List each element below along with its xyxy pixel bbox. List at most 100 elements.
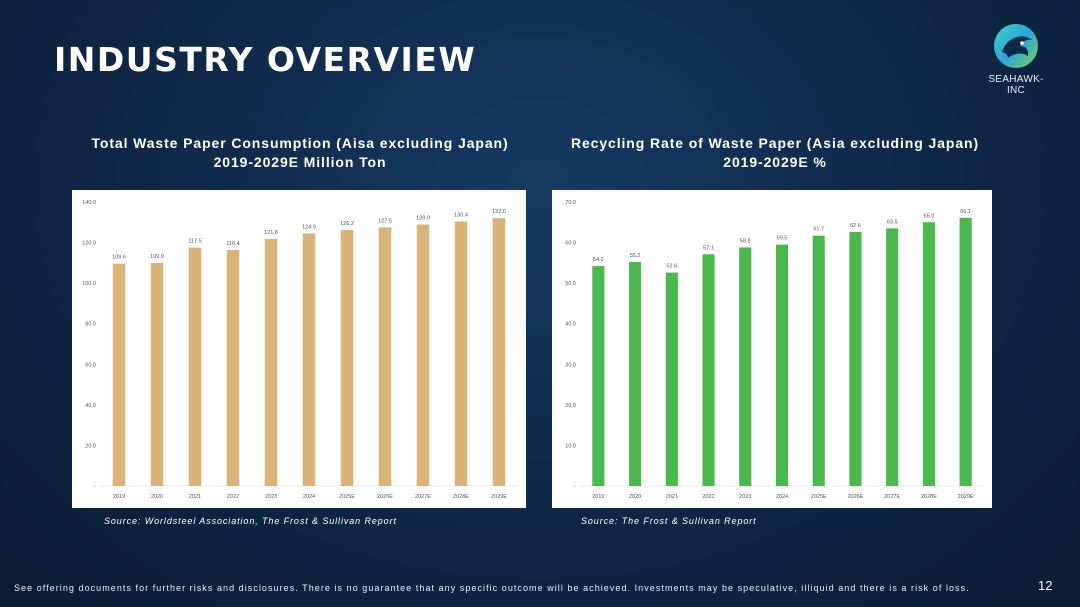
chart1-data-label: 126.2: [340, 221, 354, 227]
chart2-y-tick-label: 30.0: [565, 362, 576, 368]
chart1-bar: [112, 263, 126, 486]
chart2-bar: [739, 247, 752, 486]
chart2-y-tick-label: 70.0: [565, 200, 576, 206]
chart1-data-label: 116.4: [226, 241, 239, 247]
chart2-bar: [629, 262, 642, 486]
chart1-bar: [188, 247, 202, 486]
chart1-x-tick-label: 2029E: [491, 494, 507, 500]
chart1-bar: [416, 224, 430, 486]
chart1-y-tick-label: 40.0: [85, 403, 96, 409]
chart2-data-label: 66.1: [960, 209, 971, 215]
chart2-data-label: 65.0: [924, 213, 935, 219]
chart1-data-label: 121.8: [264, 230, 278, 236]
chart2-data-label: 52.6: [666, 264, 677, 270]
chart1-y-tick-label: 20.0: [85, 443, 96, 449]
chart1-bar: [492, 218, 506, 486]
hawk-head-icon: [994, 24, 1038, 68]
chart1-title: Total Waste Paper Consumption (Aisa excl…: [60, 134, 540, 172]
chart2-bar: [702, 254, 715, 486]
chart2-x-tick-label: 2024: [776, 494, 788, 500]
chart1-x-tick-label: 2025E: [339, 494, 355, 500]
chart1-x-tick-label: 2024: [303, 494, 315, 500]
chart1-x-tick-label: 2027E: [415, 494, 431, 500]
chart2-bar: [959, 217, 972, 486]
chart2-bar: [775, 244, 789, 486]
chart2-title-line2: 2019-2029E %: [723, 154, 827, 170]
chart2-source: Source: The Frost & Sullivan Report: [581, 516, 757, 526]
chart2-x-tick-label: 2019: [592, 494, 604, 500]
chart1-data-label: 127.5: [378, 218, 392, 224]
chart2-x-tick-label: 2022: [702, 494, 714, 500]
chart2-bar: [922, 222, 935, 486]
chart2-data-label: 58.8: [740, 238, 751, 244]
chart1-y-tick-label: 120.0: [82, 241, 96, 247]
chart2-data-label: 55.2: [630, 253, 641, 259]
chart2-data-label: 57.1: [703, 245, 714, 251]
chart1-bar: [264, 238, 278, 486]
company-logo: SEAHAWK-INC: [980, 22, 1052, 96]
chart2-x-tick-label: 2028E: [921, 494, 937, 500]
chart1-y-tick-label: 80.0: [85, 322, 96, 328]
chart1-y-tick-label: 100.0: [82, 281, 96, 287]
chart1-data-label: 109.9: [150, 254, 164, 260]
chart2-data-label: 63.5: [887, 219, 898, 225]
chart2-y-tick-label: 20.0: [565, 403, 576, 409]
chart1-data-label: 128.9: [416, 216, 430, 222]
chart1-x-tick-label: 2020: [151, 494, 163, 500]
chart2-y-tick-label: -: [574, 484, 576, 490]
chart2-x-tick-label: 2026E: [848, 494, 864, 500]
chart2-x-tick-label: 2025E: [811, 494, 827, 500]
page-number: 12: [1038, 578, 1053, 593]
chart2-title: Recycling Rate of Waste Paper (Asia excl…: [540, 134, 1010, 172]
chart2-x-tick-label: 2027E: [884, 494, 900, 500]
chart2-y-tick-label: 50.0: [565, 281, 576, 287]
chart1-bar: [454, 221, 468, 486]
chart1-data-label: 109.6: [112, 255, 126, 261]
chart1-data-label: 117.5: [188, 239, 201, 245]
chart1-y-tick-label: 60.0: [85, 362, 96, 368]
chart1-title-line1: Total Waste Paper Consumption (Aisa excl…: [91, 135, 509, 151]
chart2-bar: [592, 266, 605, 486]
chart1-title-line2: 2019-2029E Million Ton: [213, 154, 387, 170]
chart1-bar: [378, 227, 392, 486]
chart2-plot-background: [552, 190, 992, 508]
chart1-x-tick-label: 2026E: [377, 494, 393, 500]
waste-paper-consumption-chart: - 20.0 40.0 60.0 80.0 100.0 120.0 140.0 109.6 201…: [72, 190, 526, 508]
chart2-y-tick-label: 10.0: [565, 443, 576, 449]
chart1-x-tick-label: 2023: [265, 494, 277, 500]
chart1-data-label: 124.5: [302, 224, 316, 230]
chart2-title-line1: Recycling Rate of Waste Paper (Asia excl…: [570, 135, 980, 151]
recycling-rate-chart: - 10.0 20.0 30.0 40.0 50.0 60.0 70.0 54.2 2019 55.…: [552, 190, 992, 508]
chart1-bar: [302, 233, 316, 486]
chart1-source: Source: Worldsteel Association, The Fros…: [104, 516, 397, 526]
chart1-data-label: 130.4: [454, 212, 468, 218]
chart2-data-label: 62.6: [850, 223, 861, 229]
chart2-x-tick-label: 2029E: [958, 494, 974, 500]
chart1-plot-background: [72, 190, 526, 508]
chart2-bar: [665, 272, 678, 486]
chart2-y-tick-label: 40.0: [565, 322, 576, 328]
chart1-x-tick-label: 2019: [113, 494, 125, 500]
chart1-bar: [226, 249, 240, 486]
chart1-x-tick-label: 2022: [227, 494, 239, 500]
chart2-data-label: 59.5: [777, 236, 788, 242]
chart2-bar: [812, 235, 825, 486]
chart2-bar: [849, 232, 862, 486]
page-title: INDUSTRY OVERVIEW: [54, 40, 477, 79]
chart1-bar: [340, 229, 354, 486]
chart1-y-tick-label: -: [94, 484, 96, 490]
logo-text: SEAHAWK-INC: [988, 74, 1044, 96]
chart2-bar: [886, 228, 899, 486]
chart1-x-tick-label: 2028E: [453, 494, 469, 500]
chart1-x-tick-label: 2021: [189, 494, 201, 500]
chart1-bar: [150, 263, 164, 486]
chart2-y-tick-label: 60.0: [565, 241, 576, 247]
chart1-data-label: 132.0: [492, 209, 506, 215]
chart2-data-label: 61.7: [813, 227, 824, 233]
chart2-x-tick-label: 2021: [666, 494, 678, 500]
chart2-x-tick-label: 2020: [629, 494, 641, 500]
chart2-data-label: 54.2: [593, 257, 604, 263]
chart2-x-tick-label: 2023: [739, 494, 751, 500]
disclaimer-footer: See offering documents for further risks…: [14, 583, 970, 593]
chart1-y-tick-label: 140.0: [82, 200, 96, 206]
